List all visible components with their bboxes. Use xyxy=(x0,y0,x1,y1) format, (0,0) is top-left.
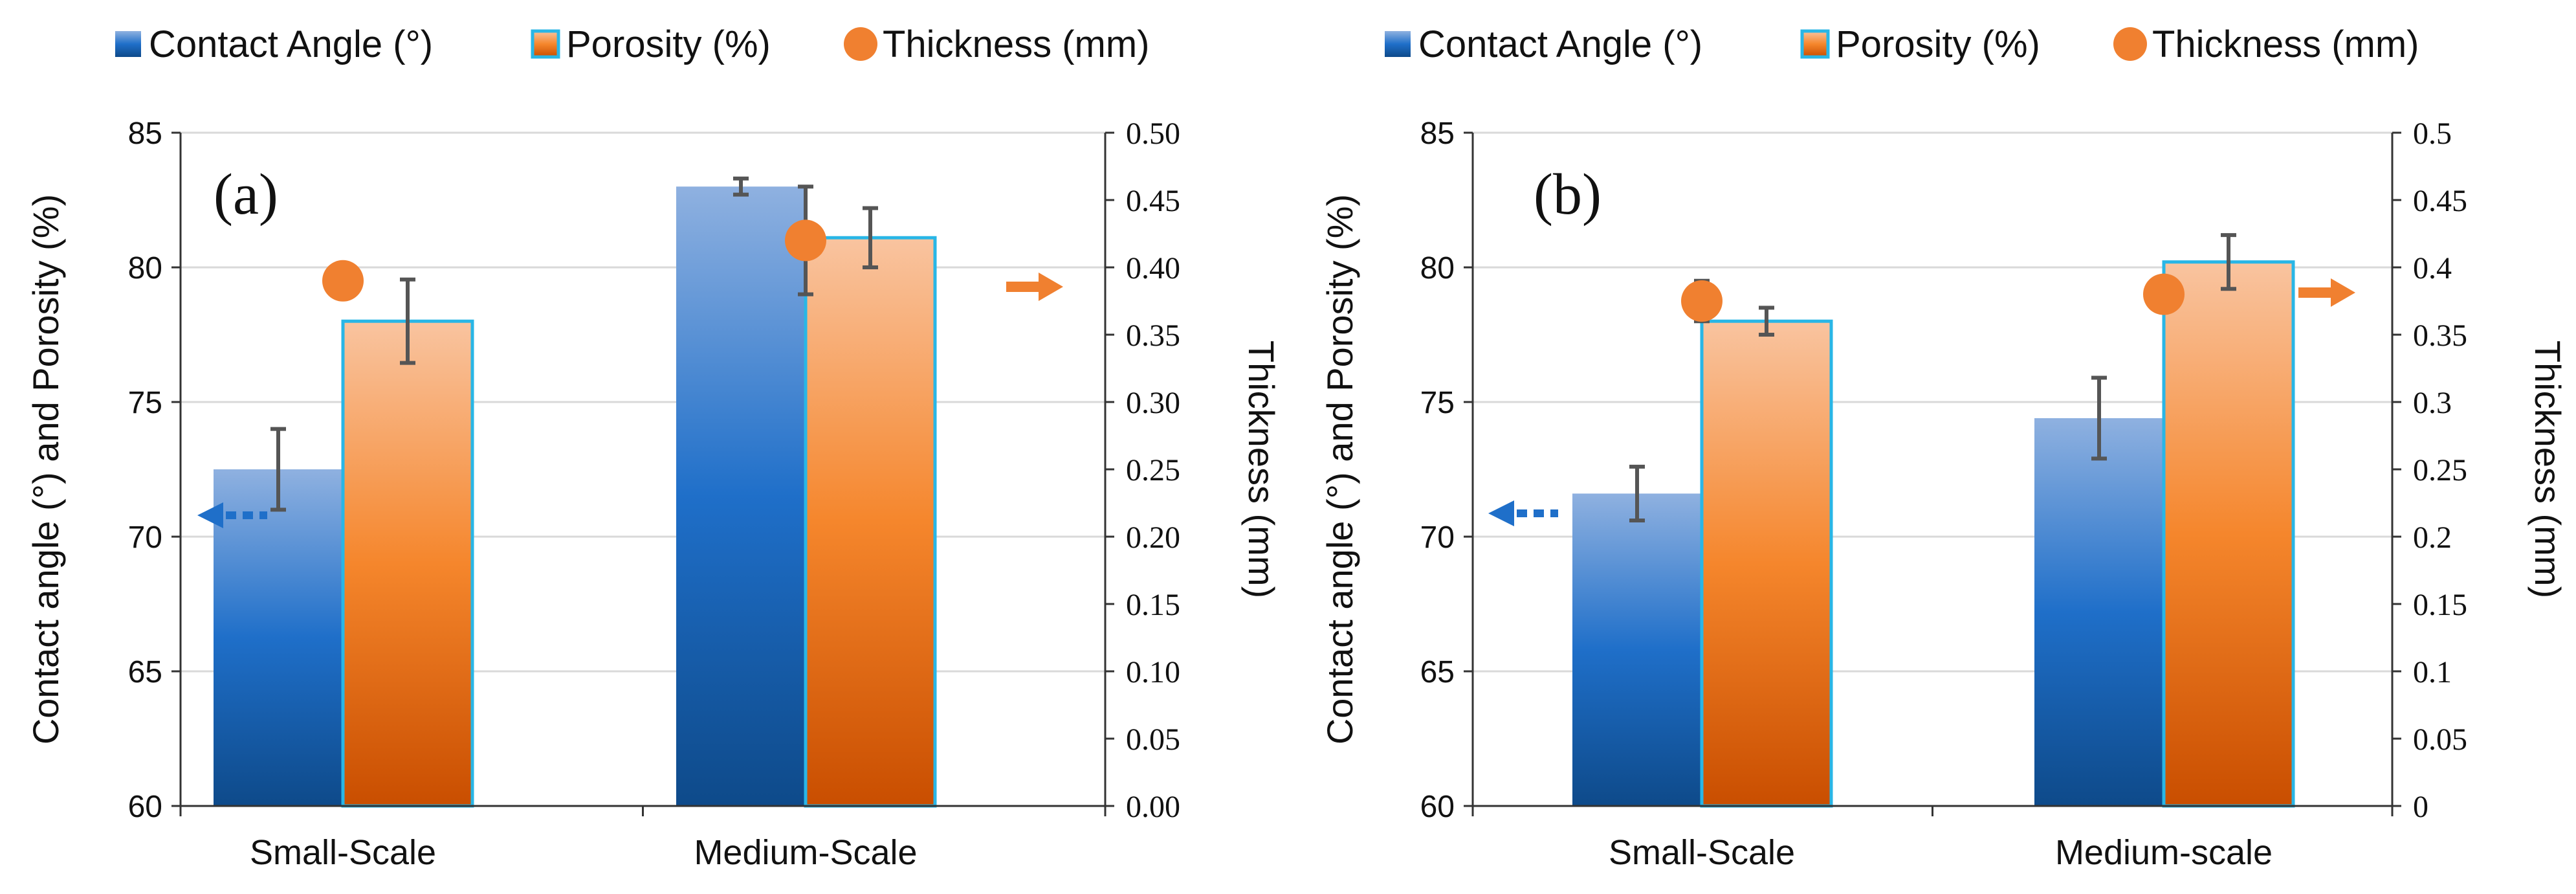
arrow-shaft xyxy=(2298,287,2331,298)
right-tick-label: 0.15 xyxy=(1126,588,1180,622)
left-tick-label: 75 xyxy=(128,386,162,420)
right-tick-label: 0.5 xyxy=(2413,117,2452,151)
arrow-head xyxy=(197,502,223,528)
y-axis-title: Contact angle (°) and Porosity (%) xyxy=(1319,194,1360,744)
right-tick-label: 0.4 xyxy=(2413,251,2452,285)
right-tick-label: 0.45 xyxy=(2413,184,2467,218)
right-tick-label: 0.20 xyxy=(1126,520,1180,555)
legend-swatch-contact xyxy=(1385,31,1411,57)
bar-porosity xyxy=(1700,319,1833,808)
category-label: Medium-scale xyxy=(2055,833,2273,872)
left-tick-label: 85 xyxy=(1420,117,1455,151)
bar-porosity xyxy=(804,236,937,808)
legend: Contact Angle (°) Porosity (%) Thickness (… xyxy=(1385,23,2419,65)
thickness-marker xyxy=(2143,273,2185,315)
right-tick-label: 0.50 xyxy=(1126,117,1180,151)
right-tick-label: 0.05 xyxy=(2413,722,2467,757)
y-axis-title: Contact angle (°) and Porosity (%) xyxy=(25,194,66,744)
right-arrow-icon xyxy=(1006,273,1063,301)
bar-contact-angle xyxy=(2034,418,2164,806)
y2-axis-title: Thickness (mm) xyxy=(1241,341,1282,598)
bar-contact-angle xyxy=(1572,493,1702,806)
legend-swatch-contact xyxy=(115,31,141,57)
arrow-head xyxy=(1039,273,1063,301)
arrow-shaft xyxy=(1006,282,1039,292)
bar-contact-angle xyxy=(214,469,343,806)
thickness-marker xyxy=(785,219,826,262)
right-tick-label: 0.35 xyxy=(2413,318,2467,353)
right-tick-label: 0.2 xyxy=(2413,520,2452,555)
right-tick-label: 0.10 xyxy=(1126,655,1180,689)
category-label: Small-Scale xyxy=(1609,833,1795,872)
legend-swatch-porosity xyxy=(1800,29,1830,59)
left-tick-label: 70 xyxy=(1420,520,1455,555)
legend-swatch-porosity xyxy=(531,29,560,59)
legend-marker-thickness xyxy=(844,27,877,61)
panel-b: 60 65 70 75 80 85 0 0.05 0.1 0.15 0.2 0.25 0.3 0.35 0.… xyxy=(1319,23,2568,872)
category-label: Small-Scale xyxy=(250,833,436,872)
legend-marker-thickness xyxy=(2113,27,2147,61)
bar-contact-angle xyxy=(676,186,806,806)
bar-porosity xyxy=(341,319,474,808)
right-tick-label: 0.25 xyxy=(2413,453,2467,487)
right-tick-label: 0.05 xyxy=(1126,722,1180,757)
right-tick-label: 0.45 xyxy=(1126,184,1180,218)
right-arrow-icon xyxy=(2298,278,2355,307)
legend-label-contact: Contact Angle (°) xyxy=(1418,23,1702,65)
arrow-head xyxy=(2331,278,2355,307)
right-tick-label: 0.3 xyxy=(2413,386,2452,420)
right-tick-label: 0.40 xyxy=(1126,251,1180,285)
arrow-head xyxy=(1488,500,1514,526)
legend-label-contact: Contact Angle (°) xyxy=(149,23,433,65)
category-label: Medium-Scale xyxy=(694,833,917,872)
left-tick-label: 70 xyxy=(128,520,162,555)
left-tick-label: 80 xyxy=(128,251,162,285)
legend-label-thickness: Thickness (mm) xyxy=(883,23,1149,65)
panel-label: (a) xyxy=(214,162,278,227)
left-tick-label: 65 xyxy=(128,655,162,689)
right-tick-label: 0.30 xyxy=(1126,386,1180,420)
right-tick-label: 0.1 xyxy=(2413,655,2452,689)
right-tick-label: 0.15 xyxy=(2413,588,2467,622)
right-tick-label: 0.25 xyxy=(1126,453,1180,487)
legend: Contact Angle (°) Porosity (%) Thickness (… xyxy=(115,23,1149,65)
left-dotted-arrow-icon xyxy=(1488,500,1558,526)
panel-label: (b) xyxy=(1534,162,1602,227)
left-tick-label: 85 xyxy=(128,117,162,151)
left-dotted-arrow-icon xyxy=(197,502,267,528)
left-tick-label: 60 xyxy=(128,790,162,824)
left-tick-label: 60 xyxy=(1420,790,1455,824)
panel-a: 60 65 70 75 80 85 0.00 0.05 0.10 0.15 0.20 0.25 0.30… xyxy=(25,23,1282,872)
legend-label-porosity: Porosity (%) xyxy=(566,23,771,65)
left-tick-label: 75 xyxy=(1420,386,1455,420)
right-tick-label: 0 xyxy=(2413,790,2428,824)
thickness-marker xyxy=(1681,280,1723,322)
y2-axis-title: Thickness (mm) xyxy=(2527,341,2568,598)
left-tick-label: 80 xyxy=(1420,251,1455,285)
legend-label-porosity: Porosity (%) xyxy=(1836,23,2040,65)
thickness-marker xyxy=(322,260,364,302)
legend-label-thickness: Thickness (mm) xyxy=(2152,23,2419,65)
left-tick-label: 65 xyxy=(1420,655,1455,689)
bar-porosity xyxy=(2162,260,2295,808)
right-tick-label: 0.00 xyxy=(1126,790,1180,824)
right-tick-label: 0.35 xyxy=(1126,318,1180,353)
